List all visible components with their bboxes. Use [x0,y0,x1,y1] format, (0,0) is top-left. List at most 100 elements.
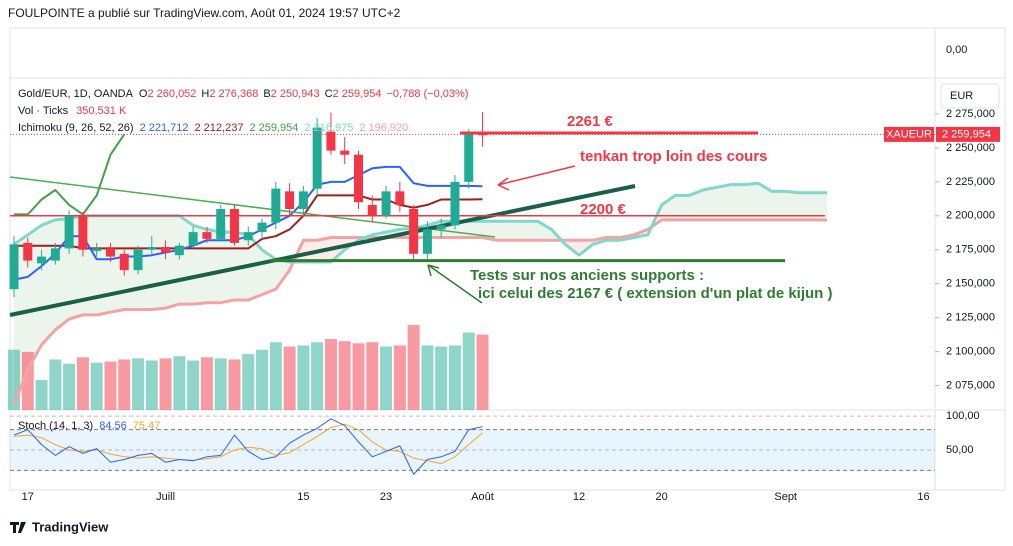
y-tick-label: 2 225,000 [946,176,995,188]
price-tag-box [936,126,1000,142]
candle-body [422,229,432,254]
candle-body [147,247,157,250]
volume-bar [269,342,282,410]
volume-bar [435,346,448,410]
volume-bar [283,346,296,410]
cloud [771,191,786,220]
candle-body [37,256,47,264]
volume-bar [63,363,76,410]
cloud [124,215,139,310]
volume-bar [393,345,406,410]
volume-bar [187,360,200,410]
candle-body [133,249,143,271]
y-tick-label: 2 100,000 [946,346,995,358]
ohlc-value: 2 259,954 [333,88,382,100]
cloud [110,215,125,313]
x-tick-label: 20 [656,491,668,503]
candle-body [354,154,363,203]
volume-bar [421,345,434,410]
symbol-tag-box [884,126,934,142]
ohlc-value: 2 260,052 [147,88,196,100]
candle-body [23,242,33,261]
cloud [537,221,552,241]
volume-bar [462,332,475,410]
candle-body [478,134,488,136]
volume-bar [256,349,269,410]
candle-body [436,225,446,230]
stoch-d: 75,47 [133,420,161,432]
indicator-line [14,133,126,216]
cloud [813,192,828,220]
candle-body [409,209,419,254]
ohlc-value: 2 250,943 [271,88,320,100]
cloud [703,187,717,220]
ichimoku-value: 2 196,920 [359,122,408,134]
cloud [96,215,111,315]
trend-line [9,184,636,317]
cloud [758,183,772,220]
cloud [165,215,180,309]
symbol-tag: XAUEUR [886,128,932,140]
cloud [220,232,235,303]
volume-bar [338,341,351,410]
volume-bar [324,338,337,410]
volume-bar [366,342,379,410]
volume-bar [145,360,158,410]
volume-value: 350,531 K [76,105,127,117]
cloud [661,195,676,220]
y-tick-label: 50,00 [946,444,974,456]
legend-line: Gold/EUR, 1D, OANDA O2 260,052 H2 276,368 B… [18,88,468,100]
candle-body [50,248,60,261]
cloud [41,219,56,345]
volume-bar [476,334,489,410]
volume-bar [352,343,365,410]
y-tick-label: 2 250,000 [946,142,995,154]
x-tick-label: 16 [917,491,929,503]
stoch-k: 84,56 [99,420,127,432]
cloud [799,192,814,220]
y-tick-label: 2 200,000 [946,210,995,222]
cloud [248,234,263,300]
x-tick-label: 17 [22,491,34,503]
volume-bar [21,351,34,410]
candle-body [161,247,171,253]
indicator-line [14,194,483,250]
volume-bar [173,356,186,410]
annotation: ici celui des 2167 € ( extension d'un pl… [478,285,833,302]
currency-box[interactable] [940,83,1000,109]
x-tick-label: Sept [774,491,797,503]
legend-line: Ichimoku (9, 26, 52, 26) 2 221,712 2 212,2… [18,122,408,134]
candle-body [243,232,253,241]
volume-bar [132,358,145,410]
candle-body [326,131,336,151]
y-tick-label: 100,00 [946,410,980,422]
volume-label: Vol · Ticks [18,105,69,117]
candle-body [340,150,350,155]
volume-bar [297,345,310,410]
cloud [275,259,290,290]
cloud [744,183,759,220]
cloud [523,221,538,241]
ichimoku-value: 2 212,237 [195,122,244,134]
candle-body [229,209,239,243]
volume-bar [49,359,62,410]
cloud [716,184,731,220]
candle-body [298,191,308,210]
cloud [151,215,166,310]
cloud [689,190,703,220]
candle-body [202,232,212,239]
cloud [510,221,524,241]
change: −0,788 (−0,03%) [386,88,468,100]
cloud [730,184,745,220]
header: FOULPOINTE a publié sur TradingView.com,… [8,6,401,20]
symbol: Gold/EUR, 1D, OANDA [18,88,134,100]
volume-bar [214,358,227,410]
candle-body [78,215,88,250]
volume-bar [90,362,103,410]
y-tick-label: 2 150,000 [946,278,995,290]
annotation: 2261 € [567,113,614,130]
volume-bar [200,357,213,410]
y-tick-label: 2 075,000 [946,379,995,391]
